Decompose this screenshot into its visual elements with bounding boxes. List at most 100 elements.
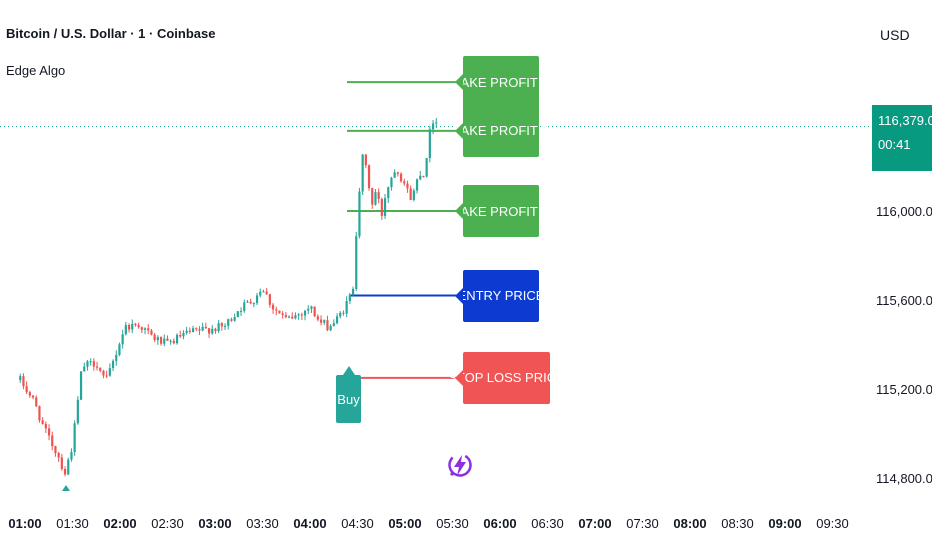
candle-body xyxy=(67,459,70,475)
candle xyxy=(319,315,323,326)
candle xyxy=(303,310,307,321)
candle-body xyxy=(323,320,326,323)
candle xyxy=(217,320,220,333)
candle xyxy=(67,457,70,476)
candle-body xyxy=(268,294,271,305)
buy-signal-label[interactable]: Buy xyxy=(336,366,361,423)
candle-body xyxy=(243,302,246,311)
candle xyxy=(310,305,313,314)
level-label[interactable]: TAKE PROFIT 2 xyxy=(454,104,548,157)
time-tick-label: 01:30 xyxy=(56,516,89,531)
candle-body xyxy=(57,453,60,458)
candle-body xyxy=(31,395,35,398)
candle-body xyxy=(377,192,380,200)
candle xyxy=(265,288,268,295)
candle-body xyxy=(211,328,214,334)
time-tick-label: 04:00 xyxy=(293,516,326,531)
candle-body xyxy=(147,328,150,331)
candle-body xyxy=(99,367,102,371)
time-tick-label: 07:00 xyxy=(578,516,611,531)
currency-label[interactable]: USD xyxy=(880,27,910,43)
candle-body xyxy=(287,316,291,318)
candle-body xyxy=(188,330,191,333)
candle xyxy=(406,180,409,193)
candle xyxy=(207,327,211,338)
candle-body xyxy=(159,337,163,344)
candle-body xyxy=(54,446,57,454)
candle-body xyxy=(38,406,41,421)
candle-body xyxy=(95,366,99,368)
level-label[interactable]: ENTRY PRICE xyxy=(455,269,544,322)
price-axis-ticks: 116,000.00 115,600.00 115,200.00 114,800.00 xyxy=(876,204,932,486)
candle-body xyxy=(70,452,73,460)
time-axis-ticks: 01:00 01:30 02:00 02:30 03:00 03:30 04:00 04:30… xyxy=(8,516,848,531)
level-lines xyxy=(347,81,463,379)
indicator-name[interactable]: Edge Algo xyxy=(6,63,66,78)
candle-body xyxy=(399,173,403,182)
candle-body xyxy=(403,181,406,184)
candle-body xyxy=(217,323,220,332)
candle-body xyxy=(361,154,364,192)
candle-body xyxy=(313,306,316,317)
price-tick-label: 116,000.00 xyxy=(876,204,932,219)
candle xyxy=(339,311,342,319)
symbol-title[interactable]: Bitcoin / U.S. Dollar · 1 · Coinbase xyxy=(6,26,216,41)
candle xyxy=(54,445,57,457)
candle-body xyxy=(143,328,147,330)
candle-body xyxy=(252,303,255,305)
time-tick-label: 05:00 xyxy=(388,516,421,531)
candle xyxy=(399,172,403,183)
candle-body xyxy=(111,360,115,369)
candle xyxy=(223,323,227,331)
candle-body xyxy=(307,308,310,311)
candle xyxy=(51,431,54,451)
candle xyxy=(281,311,284,319)
candle xyxy=(182,330,185,340)
time-tick-label: 03:30 xyxy=(246,516,279,531)
candle xyxy=(38,405,41,423)
candle-body xyxy=(83,366,86,372)
candle-body xyxy=(127,325,131,330)
candle xyxy=(431,119,435,135)
candle-body xyxy=(265,291,268,295)
candle xyxy=(150,328,153,336)
time-tick-label: 05:30 xyxy=(436,516,469,531)
candle-body xyxy=(255,295,259,304)
candle-body xyxy=(25,386,28,393)
candle xyxy=(166,335,169,341)
level-label[interactable]: TAKE PROFIT 3 xyxy=(454,56,548,109)
candle-body xyxy=(371,188,374,205)
candle xyxy=(92,358,95,371)
candle xyxy=(246,299,249,303)
level-label[interactable]: STOP LOSS PRICE xyxy=(448,351,565,404)
candle-body xyxy=(278,310,281,314)
candle xyxy=(390,176,393,191)
candle-body xyxy=(300,314,303,316)
lightning-icon xyxy=(448,453,472,477)
candle-body xyxy=(259,291,262,296)
candle xyxy=(185,326,188,335)
candle xyxy=(31,394,35,400)
candle xyxy=(28,390,31,398)
candle-body xyxy=(367,165,371,189)
candle-body xyxy=(118,344,121,355)
candle xyxy=(83,362,86,372)
candle xyxy=(361,153,364,196)
candle-body xyxy=(275,309,278,311)
level-label[interactable]: TAKE PROFIT 1 xyxy=(454,185,548,237)
candle-body xyxy=(182,332,185,337)
candle-body xyxy=(329,325,332,331)
candle-body xyxy=(409,188,412,200)
candle xyxy=(396,171,399,177)
candle-body xyxy=(406,183,409,189)
candle xyxy=(131,319,134,334)
candle xyxy=(275,306,278,316)
candle-body xyxy=(163,338,166,344)
candle xyxy=(153,332,156,343)
candle-body xyxy=(249,301,252,304)
candle-body xyxy=(92,361,95,367)
candle xyxy=(367,164,371,191)
candle xyxy=(271,302,275,314)
